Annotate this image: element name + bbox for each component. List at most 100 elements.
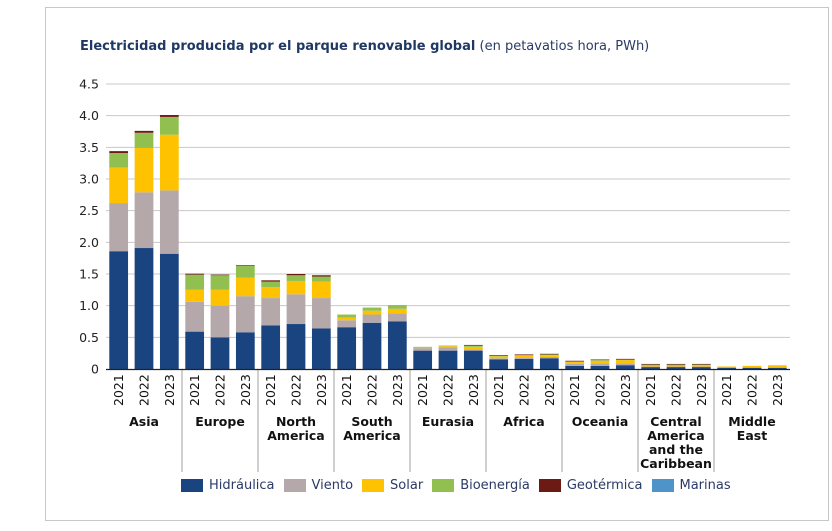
y-tick-label: 1.0 [79, 298, 99, 313]
x-group-label: East [737, 428, 767, 443]
bar-segment [261, 287, 281, 299]
bar-segment [286, 280, 306, 295]
bar-segment [109, 151, 129, 154]
bar-segment [489, 355, 509, 356]
bar-segment [565, 365, 585, 369]
y-tick-label: 3.0 [79, 172, 99, 187]
bar-segment [539, 354, 559, 356]
bar-segment [615, 363, 635, 366]
bar-segment [311, 298, 331, 329]
bar-segment [337, 314, 357, 318]
x-group-label: Africa [503, 414, 544, 429]
bar-segment [539, 356, 559, 359]
legend-label: Solar [390, 478, 424, 493]
bar-segment [235, 296, 255, 333]
bar-segment [514, 355, 534, 356]
x-tick-label-year: 2022 [213, 374, 228, 406]
chart-title-units: (en petavatios hora, PWh) [479, 39, 650, 54]
bar-segment [185, 301, 205, 332]
x-tick-label-year: 2022 [289, 374, 304, 406]
bar-segment [641, 364, 661, 366]
bar-segment [489, 358, 509, 360]
x-group-label: South [351, 414, 392, 429]
bar-segment [565, 361, 585, 363]
x-tick-label-year: 2022 [137, 374, 152, 406]
bar-segment [286, 324, 306, 369]
x-tick-label-year: 2023 [314, 374, 329, 406]
bar-segment [185, 273, 205, 274]
bar-segment [210, 274, 230, 276]
x-tick-label-year: 2021 [187, 374, 202, 406]
bar-segment [261, 298, 281, 326]
bar-segment [438, 347, 458, 351]
bar-segment [210, 337, 230, 369]
bar-segment [590, 360, 610, 361]
bar-segment [666, 365, 686, 367]
bar-segment [286, 274, 306, 276]
bar-segment [717, 366, 737, 368]
bar-segment [641, 363, 661, 365]
bar-segment [691, 363, 711, 365]
legend-swatch [362, 479, 385, 492]
x-tick-label-year: 2021 [719, 374, 734, 406]
bar-segment [286, 275, 306, 281]
bar-segment [691, 364, 711, 366]
y-tick-label: 1.5 [79, 267, 99, 282]
bar-segment [210, 275, 230, 290]
x-tick-label-year: 2023 [390, 374, 405, 406]
bar-segment [109, 251, 129, 369]
legend-swatch [538, 479, 561, 492]
legend-swatch [432, 479, 455, 492]
legend-item: Hidráulica [181, 478, 275, 493]
y-tick-label: 2.5 [79, 203, 99, 218]
bar-segment [235, 332, 255, 369]
legend-swatch [283, 479, 306, 492]
bar-segment [159, 253, 179, 369]
chart-title-main: Electricidad producida por el parque ren… [80, 39, 476, 54]
bar-segment [109, 153, 129, 168]
x-group-label: America [343, 428, 400, 443]
bar-segment [134, 248, 154, 369]
legend-swatch [181, 479, 203, 492]
y-tick-label: 3.5 [79, 140, 99, 155]
bar-segment [235, 265, 255, 266]
bar-segment [717, 367, 737, 369]
bar-segment [134, 132, 154, 148]
legend-label: Bioenergía [460, 478, 530, 493]
legend-label: Viento [311, 478, 354, 493]
bar-segment [261, 280, 281, 282]
legend-item: Marinas [651, 478, 731, 493]
x-tick-label-year: 2022 [517, 374, 532, 406]
x-group-label: America [647, 428, 704, 443]
x-tick-label-year: 2021 [263, 374, 278, 406]
bar-segment [159, 190, 179, 254]
bar-segment [615, 360, 635, 364]
x-tick-label-year: 2023 [542, 374, 557, 406]
bar-segment [489, 356, 509, 359]
bar-segment [438, 345, 458, 347]
x-tick-label-year: 2023 [238, 374, 253, 406]
x-group-label: North [276, 414, 316, 429]
bar-segment [134, 192, 154, 249]
bar-segment [463, 350, 483, 369]
bar-segment [185, 331, 205, 369]
bar-segment [539, 355, 559, 357]
bar-segment [185, 274, 205, 275]
bar-segment [159, 116, 179, 135]
bar-segment [565, 360, 585, 362]
x-group-label: Oceania [572, 414, 629, 429]
bar-segment [438, 350, 458, 369]
bar-segment [413, 346, 433, 348]
bar-segment [438, 346, 458, 348]
bar-segment [666, 363, 686, 365]
x-tick-label-year: 2023 [466, 374, 481, 406]
bar-segment [514, 354, 534, 356]
x-tick-label-year: 2023 [770, 374, 785, 406]
x-tick-label-year: 2022 [745, 374, 760, 406]
bar-segment [514, 355, 534, 358]
bar-segment [311, 281, 331, 299]
x-tick-label-year: 2023 [162, 374, 177, 406]
bar-segment [337, 317, 357, 321]
x-tick-label-year: 2023 [694, 374, 709, 406]
